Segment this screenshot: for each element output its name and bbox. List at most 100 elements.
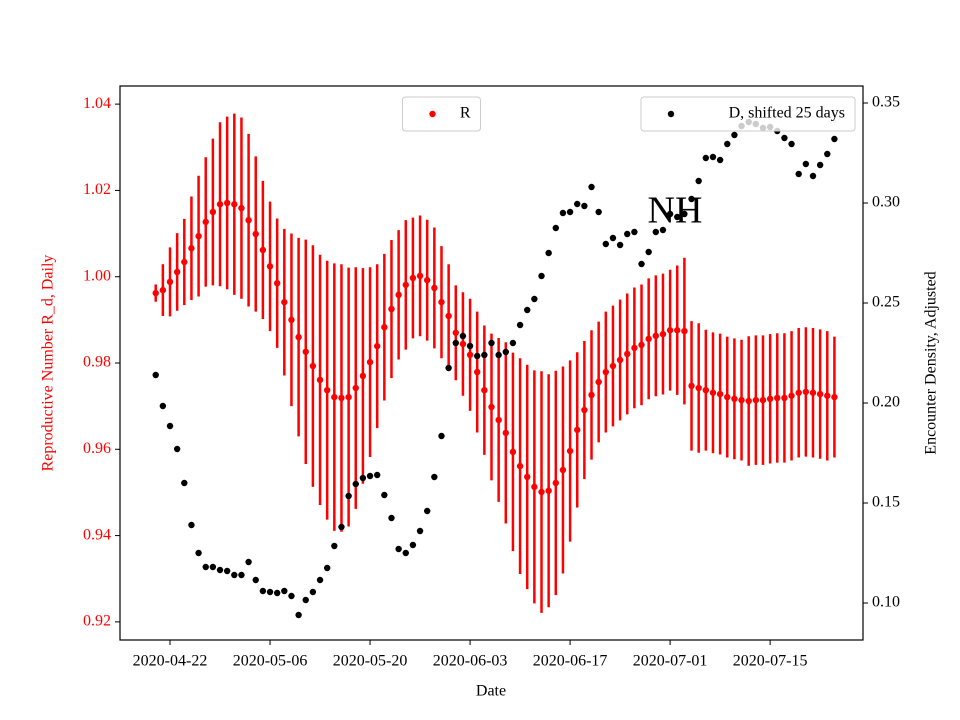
point — [452, 329, 459, 336]
point — [738, 396, 745, 404]
point — [674, 213, 681, 221]
point — [309, 362, 317, 370]
point — [295, 333, 302, 341]
y2-tick-label: 0.20 — [872, 394, 900, 411]
point — [216, 566, 224, 574]
point — [824, 150, 831, 158]
point — [209, 563, 217, 571]
point — [288, 592, 295, 600]
point — [209, 208, 217, 216]
point — [331, 542, 338, 550]
point — [166, 278, 174, 286]
point — [824, 392, 831, 399]
point — [159, 286, 167, 294]
y-tick-label: 0.98 — [83, 354, 111, 371]
point — [709, 153, 717, 161]
point — [181, 258, 188, 266]
point — [638, 260, 645, 268]
legend-box — [640, 96, 856, 132]
point — [788, 392, 795, 399]
point — [574, 426, 581, 434]
point — [466, 342, 474, 350]
point — [516, 321, 524, 329]
point — [588, 183, 595, 191]
point — [366, 472, 374, 480]
point — [559, 209, 567, 217]
point — [202, 218, 209, 226]
x-tick-label: 2020-05-20 — [333, 653, 408, 670]
point — [795, 389, 802, 396]
point — [152, 289, 159, 297]
point — [609, 362, 617, 370]
point — [588, 391, 595, 399]
point — [609, 234, 617, 242]
point — [731, 395, 738, 403]
point — [602, 368, 610, 376]
point — [338, 523, 345, 531]
point — [624, 230, 631, 238]
point — [252, 230, 259, 238]
point — [309, 588, 317, 596]
point — [295, 611, 302, 619]
point — [509, 448, 517, 456]
point — [795, 170, 802, 178]
point — [538, 272, 545, 280]
point — [581, 202, 588, 210]
point — [631, 228, 638, 236]
point — [831, 393, 838, 401]
x-tick-label: 2020-07-15 — [733, 653, 808, 670]
point — [431, 284, 438, 292]
x-tick-label: 2020-06-17 — [533, 653, 608, 670]
point — [445, 312, 452, 320]
point — [331, 393, 338, 401]
point — [809, 389, 817, 396]
point — [759, 396, 767, 404]
point — [238, 204, 245, 212]
y-tick-label: 1.00 — [83, 267, 111, 284]
point — [409, 274, 417, 282]
point — [659, 226, 667, 234]
y2-tick-label: 0.25 — [872, 294, 900, 311]
y-tick-label: 0.94 — [83, 526, 111, 543]
point — [595, 208, 602, 216]
point — [666, 210, 674, 218]
point — [323, 386, 331, 394]
point — [566, 208, 574, 216]
point — [524, 473, 531, 481]
point — [345, 393, 352, 401]
point — [745, 397, 752, 405]
point — [373, 342, 381, 350]
point — [688, 382, 695, 390]
point — [238, 571, 245, 579]
point — [652, 228, 660, 236]
point — [531, 483, 538, 491]
point — [159, 402, 167, 410]
point — [459, 332, 467, 340]
point — [488, 403, 495, 411]
point — [181, 479, 188, 487]
point — [516, 462, 524, 470]
point — [245, 216, 252, 224]
point — [173, 445, 181, 453]
point — [724, 393, 731, 401]
point — [731, 131, 738, 139]
point — [552, 479, 559, 487]
point — [674, 327, 681, 334]
y-tick-label: 1.04 — [83, 95, 111, 112]
point — [602, 240, 610, 248]
x-tick-label: 2020-07-01 — [633, 653, 708, 670]
point — [338, 394, 345, 402]
point — [273, 279, 281, 287]
point — [438, 298, 445, 306]
point — [752, 396, 760, 404]
point — [352, 384, 359, 392]
y2-axis-label: Encounter Density, Adjusted — [923, 271, 940, 454]
y2-tick-label: 0.30 — [872, 194, 900, 211]
point — [681, 327, 688, 335]
point — [281, 298, 288, 306]
point — [495, 416, 502, 424]
point — [474, 368, 481, 376]
point — [559, 466, 567, 474]
point — [345, 492, 352, 500]
